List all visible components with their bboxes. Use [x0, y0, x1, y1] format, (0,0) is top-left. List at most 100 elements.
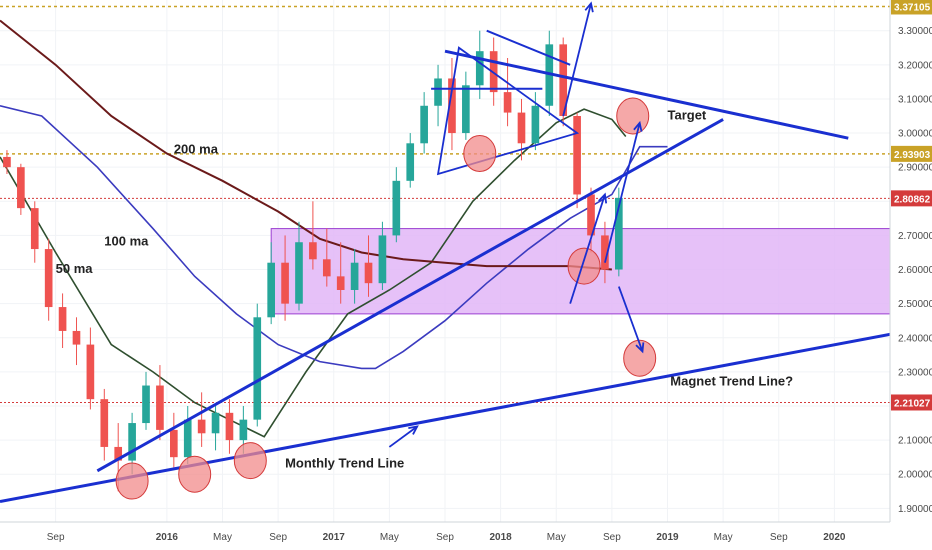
trend-line — [0, 332, 891, 504]
x-tick-label: May — [213, 532, 232, 543]
arrows — [388, 1, 645, 448]
y-tick-label: 2.70000 — [898, 231, 932, 242]
arrow-head — [633, 120, 643, 132]
highlight-circle — [178, 455, 212, 493]
x-tick-label: Sep — [269, 532, 287, 543]
x-tick-label: May — [714, 532, 733, 543]
y-tick-label: 2.30000 — [898, 367, 932, 378]
y-tick-label: 3.00000 — [898, 129, 932, 140]
candle-body — [253, 317, 262, 420]
candle-body — [601, 235, 609, 270]
highlight-circle — [567, 247, 601, 285]
candle-body — [378, 235, 387, 284]
price-badge-label: 2.80862 — [894, 194, 931, 205]
arrow-head — [635, 342, 645, 354]
candles — [3, 30, 623, 492]
arrow-line — [388, 425, 418, 448]
candle-body — [142, 385, 150, 424]
y-tick-label: 2.40000 — [898, 333, 932, 344]
price-badge — [891, 145, 932, 162]
trend-lines — [0, 29, 891, 504]
candle-body — [392, 180, 401, 236]
y-tick-label: 2.00000 — [898, 470, 932, 481]
y-tick-label: 1.90000 — [898, 504, 932, 515]
arrow-line — [562, 3, 592, 117]
candle-body — [434, 78, 442, 106]
triangle-pattern — [436, 46, 580, 176]
x-tick-label: May — [380, 532, 399, 543]
price-badge — [891, 0, 932, 15]
annotation-label: 200 ma — [174, 142, 219, 157]
candle-body — [58, 307, 67, 331]
price-badge-label: 2.93903 — [894, 150, 931, 161]
candle-body — [559, 44, 568, 117]
candle-body — [309, 242, 317, 260]
candle-body — [44, 249, 53, 308]
annotation-label: 100 ma — [104, 234, 149, 249]
candle-body — [587, 194, 595, 236]
candle-body — [17, 167, 25, 209]
candle-body — [100, 399, 109, 447]
x-tick-label: May — [547, 532, 566, 543]
annotations: 200 ma 100 ma 50 ma Target Monthly Trend Lin… — [56, 107, 793, 470]
y-tick-label: 2.10000 — [898, 436, 932, 447]
annotation-label: Magnet Trend Line? — [670, 374, 793, 389]
candle-body — [615, 197, 623, 270]
x-tick-label: 2018 — [490, 532, 513, 543]
candle-body — [295, 242, 303, 304]
candle-body — [322, 259, 331, 277]
price-badges: 3.37105 2.93903 2.80862 2.21027 — [891, 0, 932, 411]
arrow-head — [598, 192, 608, 204]
trend-line — [444, 49, 849, 140]
candle-body — [517, 112, 526, 144]
x-tick-label: Sep — [47, 532, 65, 543]
candle-body — [462, 85, 470, 134]
candle-body — [364, 262, 373, 284]
candle-body — [3, 156, 11, 168]
candle-body — [86, 344, 95, 400]
candle-body — [30, 208, 39, 250]
annotation-label: Target — [668, 107, 707, 122]
x-tick-label: 2016 — [156, 532, 179, 543]
candle-body — [420, 105, 428, 144]
annotation-label: Monthly Trend Line — [285, 455, 404, 470]
arrow-head — [408, 425, 419, 435]
y-tick-label: 3.30000 — [898, 26, 932, 37]
price-badge-label: 2.21027 — [894, 398, 931, 409]
candle-body — [72, 330, 81, 345]
candle-body — [489, 51, 498, 93]
candle-body — [531, 105, 540, 144]
candle-body — [156, 385, 164, 430]
candle-body — [336, 276, 345, 290]
price-badge-label: 3.37105 — [894, 2, 931, 13]
x-tick-label: Sep — [436, 532, 454, 543]
y-tick-label: 3.20000 — [898, 60, 932, 71]
candle-body — [475, 51, 484, 86]
candle-body — [406, 143, 415, 181]
x-tick-label: 2017 — [323, 532, 346, 543]
candle-body — [281, 262, 289, 304]
annotation-label: 50 ma — [56, 261, 94, 276]
arrow-line — [617, 286, 644, 352]
y-tick-label: 2.60000 — [898, 265, 932, 276]
highlight-circle — [115, 462, 149, 500]
highlight-circles — [115, 97, 657, 500]
x-tick-label: Sep — [770, 532, 788, 543]
pattern-line — [486, 29, 571, 66]
arrow-head — [584, 1, 594, 13]
highlight-circle — [233, 442, 267, 480]
y-tick-label: 2.50000 — [898, 299, 932, 310]
candle-body — [350, 262, 359, 290]
trend-line — [96, 118, 724, 473]
candle-body — [573, 116, 581, 195]
candle-body — [211, 412, 220, 434]
candle-body — [503, 92, 512, 113]
price-badge — [891, 394, 932, 411]
x-tick-label: Sep — [603, 532, 621, 543]
arrow-line — [604, 122, 641, 263]
candle-body — [114, 446, 123, 461]
x-tick-label: 2020 — [823, 532, 846, 543]
highlight-circle — [463, 135, 497, 173]
